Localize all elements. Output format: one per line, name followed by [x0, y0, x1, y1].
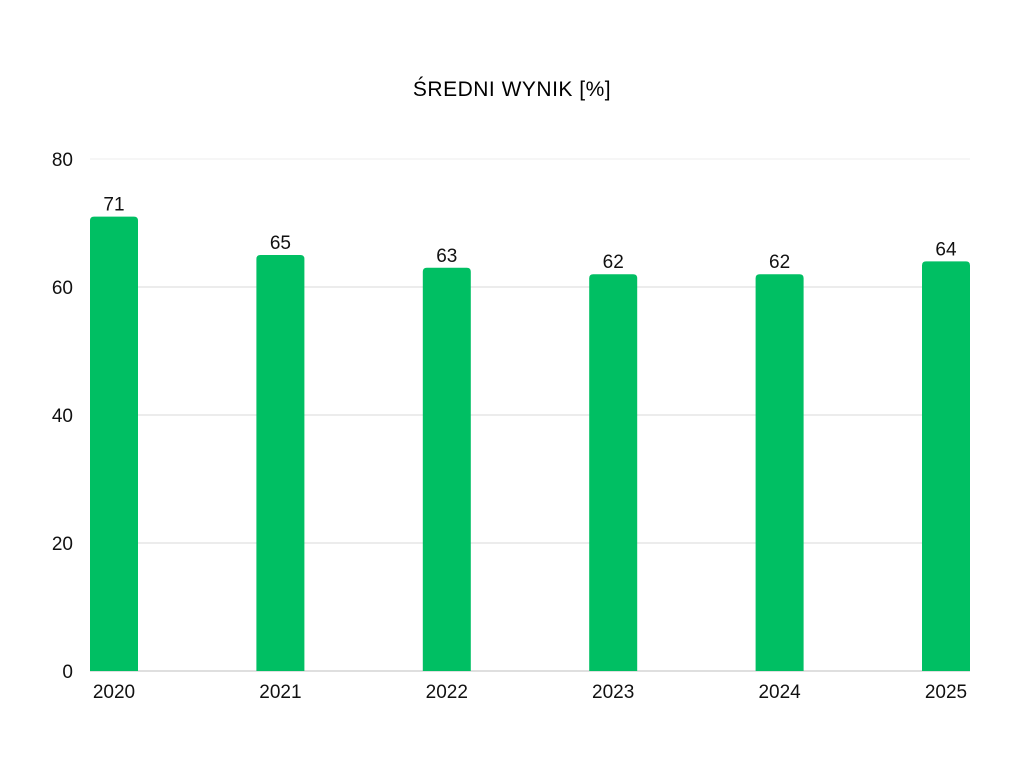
x-tick-label-2023: 2023 [592, 682, 634, 703]
y-tick-label: 0 [62, 662, 73, 683]
x-tick-label-2020: 2020 [93, 682, 135, 703]
bar-2022 [422, 267, 471, 671]
x-tick-label-2022: 2022 [426, 682, 468, 703]
y-axis-ticks: 0 20 40 60 80 [52, 150, 73, 683]
grid-lines [90, 158, 970, 672]
x-tick-label-2024: 2024 [758, 682, 801, 703]
x-axis-ticks: 2020 2021 2022 2023 2024 2025 [93, 682, 967, 703]
bar-2021 [256, 255, 305, 671]
bar-2020 [90, 216, 138, 671]
data-label-2023: 62 [603, 252, 624, 273]
data-label-2021: 65 [270, 233, 291, 254]
data-label-2024: 62 [769, 252, 790, 273]
y-tick-label: 80 [52, 150, 73, 171]
x-tick-label-2021: 2021 [259, 682, 301, 703]
y-tick-label: 20 [52, 534, 73, 555]
y-tick-label: 60 [52, 278, 73, 299]
bars [90, 216, 970, 671]
bar-2024 [755, 274, 804, 671]
chart-title: ŚREDNI WYNIK [%] [412, 78, 612, 101]
data-labels: 71 65 63 62 62 64 [103, 195, 957, 274]
data-label-2020: 71 [103, 195, 124, 216]
x-tick-label-2025: 2025 [925, 682, 967, 703]
bar-2025 [922, 261, 970, 671]
data-label-2022: 63 [436, 246, 457, 267]
bar-2023 [589, 274, 638, 671]
y-tick-label: 40 [52, 406, 73, 427]
data-label-2025: 64 [935, 239, 957, 260]
